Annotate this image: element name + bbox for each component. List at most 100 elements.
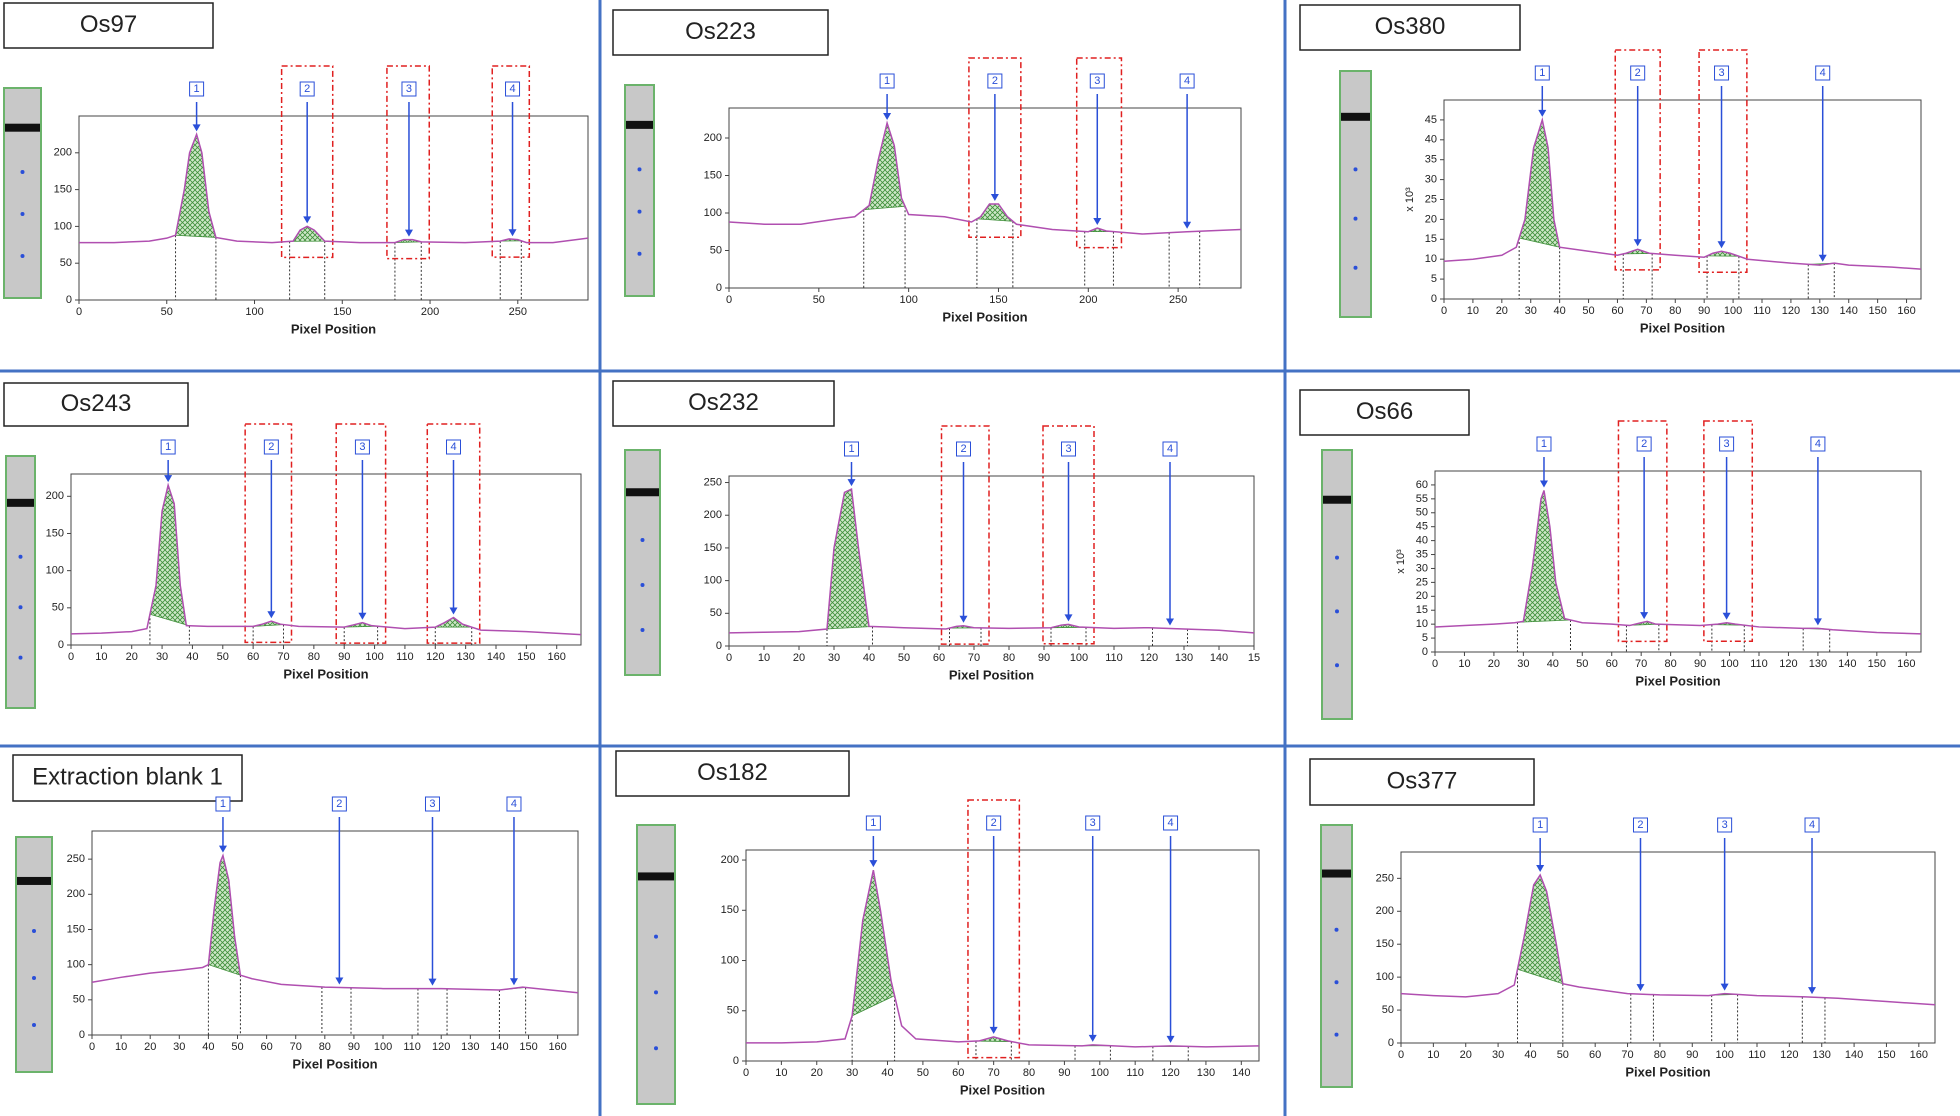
x-tick-label: 250 bbox=[509, 306, 527, 318]
profile-line bbox=[1400, 873, 1936, 1006]
lane-dot bbox=[637, 251, 642, 256]
arrow-head bbox=[990, 194, 999, 201]
lane-dot bbox=[18, 655, 23, 660]
highlight-box bbox=[1075, 57, 1123, 249]
y-tick-label: 150 bbox=[67, 923, 85, 935]
title-box bbox=[1299, 4, 1521, 51]
lane-dot bbox=[20, 212, 25, 216]
profile-line bbox=[728, 487, 1255, 634]
x-tick-label: 100 bbox=[1724, 305, 1742, 317]
arrow-head bbox=[164, 475, 173, 483]
lane-band bbox=[638, 872, 674, 881]
y-tick-label: 50 bbox=[710, 244, 722, 256]
x-tick-label: 110 bbox=[1753, 305, 1771, 317]
x-tick-label: 40 bbox=[186, 651, 198, 663]
peak-label: 3 bbox=[1090, 817, 1096, 829]
y-axis-label: x 10³ bbox=[1404, 187, 1416, 212]
peak-label: 4 bbox=[450, 441, 456, 453]
x-tick-label: 150 bbox=[1868, 658, 1886, 670]
y-tick-label: 0 bbox=[79, 1029, 85, 1041]
lane-strip bbox=[636, 824, 676, 1105]
highlight-box bbox=[1042, 425, 1095, 645]
x-tick-label: 60 bbox=[933, 652, 945, 664]
highlight-box bbox=[280, 65, 334, 259]
title-box bbox=[615, 750, 850, 797]
peak-area bbox=[826, 488, 873, 630]
x-tick-label: 40 bbox=[881, 1067, 893, 1079]
x-tick-label: 200 bbox=[421, 306, 439, 318]
peak-label-box bbox=[424, 796, 440, 812]
plot-frame bbox=[70, 473, 582, 646]
x-tick-label: 30 bbox=[846, 1067, 858, 1079]
x-tick-label: 50 bbox=[231, 1041, 243, 1053]
y-tick-label: 100 bbox=[704, 207, 722, 219]
x-tick-label: 150 bbox=[1877, 1049, 1895, 1061]
x-tick-label: 130 bbox=[456, 651, 474, 663]
x-tick-label: 130 bbox=[1809, 658, 1827, 670]
x-tick-label: 0 bbox=[726, 294, 732, 306]
x-tick-label: 30 bbox=[173, 1041, 185, 1053]
peak-label: 2 bbox=[1637, 819, 1643, 831]
x-tick-label: 150 bbox=[517, 651, 535, 663]
y-tick-label: 55 bbox=[1416, 493, 1428, 505]
highlight-box bbox=[1698, 49, 1748, 273]
arrow-head bbox=[1183, 221, 1192, 229]
title-box bbox=[12, 754, 243, 802]
arrow-head bbox=[1093, 218, 1102, 225]
x-tick-label: 160 bbox=[1897, 305, 1915, 317]
peak-label: 2 bbox=[304, 83, 310, 95]
x-tick-label: 10 bbox=[1467, 305, 1479, 317]
peak-label: 3 bbox=[1722, 819, 1728, 831]
profile-line bbox=[746, 869, 1260, 1048]
x-tick-label: 80 bbox=[319, 1041, 331, 1053]
x-axis-label: Pixel Position bbox=[292, 1056, 377, 1071]
peak-area bbox=[975, 203, 1015, 222]
x-tick-label: 90 bbox=[348, 1041, 360, 1053]
lane-band bbox=[7, 498, 34, 507]
y-tick-label: 10 bbox=[1416, 618, 1428, 630]
x-tick-label: 50 bbox=[917, 1067, 929, 1079]
arrow-head bbox=[1813, 618, 1822, 626]
profile-line bbox=[79, 132, 589, 244]
lane-dot bbox=[654, 1046, 658, 1051]
lane-strip bbox=[3, 87, 42, 299]
lane-band bbox=[1323, 495, 1351, 504]
x-tick-label: 110 bbox=[403, 1041, 421, 1053]
title-box bbox=[1299, 389, 1470, 436]
y-tick-label: 200 bbox=[54, 147, 72, 159]
peak-label-box bbox=[354, 439, 370, 455]
y-tick-label: 5 bbox=[1431, 273, 1437, 285]
x-tick-label: 0 bbox=[1398, 1049, 1404, 1061]
peak-label: 1 bbox=[1537, 819, 1543, 831]
title-box bbox=[3, 2, 214, 49]
peak-label: 1 bbox=[220, 798, 226, 810]
x-tick-label: 70 bbox=[277, 651, 289, 663]
x-tick-label: 0 bbox=[76, 306, 82, 318]
x-tick-label: 0 bbox=[1441, 305, 1447, 317]
x-tick-label: 30 bbox=[1517, 658, 1529, 670]
x-tick-label: 140 bbox=[1210, 652, 1228, 664]
x-tick-label: 10 bbox=[95, 651, 107, 663]
arrow-head bbox=[449, 607, 458, 615]
peak-label-box bbox=[1815, 65, 1831, 81]
lane-strip bbox=[15, 836, 53, 1073]
peak-label-box bbox=[1719, 436, 1735, 452]
profile-line bbox=[1443, 116, 1922, 270]
highlight-box bbox=[1614, 49, 1661, 271]
x-axis-label: Pixel Position bbox=[942, 309, 1027, 324]
peak-label: 2 bbox=[992, 75, 998, 87]
peak-label-box bbox=[1636, 436, 1652, 452]
highlight-box bbox=[426, 423, 481, 644]
x-tick-label: 150 bbox=[519, 1041, 537, 1053]
y-tick-label: 0 bbox=[58, 639, 64, 651]
peak-area bbox=[1517, 490, 1571, 623]
y-tick-label: 100 bbox=[54, 220, 72, 232]
x-tick-label: 140 bbox=[1845, 1049, 1863, 1061]
peak-label-box bbox=[1810, 436, 1826, 452]
arrow-head bbox=[404, 229, 413, 237]
x-tick-label: 150 bbox=[989, 294, 1007, 306]
plot-frame bbox=[1443, 99, 1922, 300]
x-tick-label: 40 bbox=[202, 1041, 214, 1053]
x-tick-label: 110 bbox=[1126, 1067, 1144, 1079]
lane-dot bbox=[18, 554, 23, 559]
